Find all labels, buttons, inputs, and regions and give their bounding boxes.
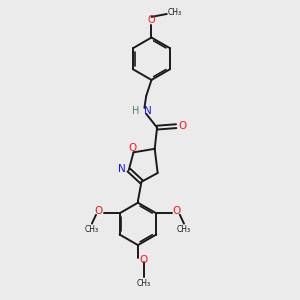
Text: O: O bbox=[95, 206, 103, 216]
Text: CH₃: CH₃ bbox=[177, 225, 191, 234]
Text: O: O bbox=[178, 121, 186, 131]
Text: N: N bbox=[144, 106, 152, 116]
Text: O: O bbox=[148, 15, 155, 25]
Text: O: O bbox=[129, 142, 137, 153]
Text: N: N bbox=[118, 164, 126, 174]
Text: CH₃: CH₃ bbox=[168, 8, 182, 17]
Text: H: H bbox=[132, 106, 140, 116]
Text: CH₃: CH₃ bbox=[137, 279, 151, 288]
Text: O: O bbox=[140, 255, 148, 265]
Text: O: O bbox=[173, 206, 181, 216]
Text: CH₃: CH₃ bbox=[85, 225, 99, 234]
